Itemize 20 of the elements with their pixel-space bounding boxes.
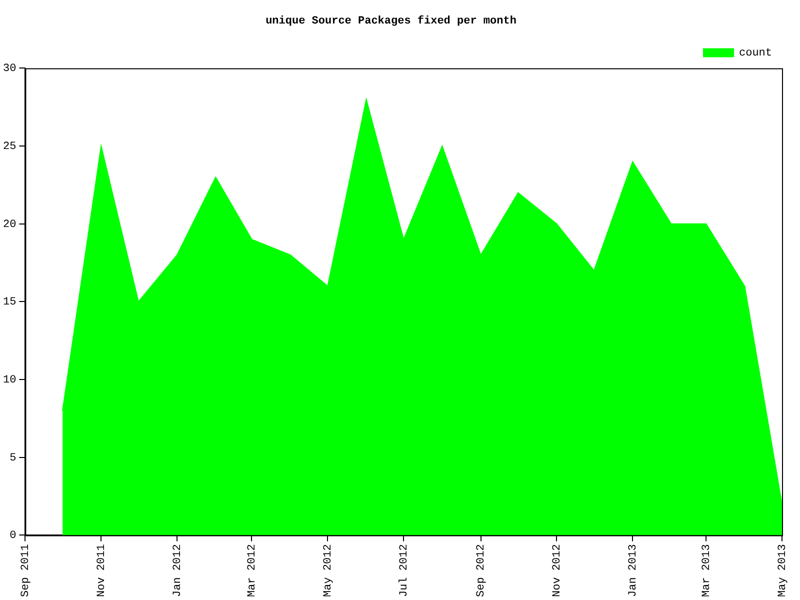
x-tick-label: Sep 2012 — [476, 544, 488, 598]
x-tick-label: Mar 2013 — [700, 544, 713, 598]
y-tick-label: 20 — [3, 218, 16, 231]
legend-label: count — [738, 48, 772, 60]
x-tick-label: Nov 2012 — [552, 544, 564, 598]
x-tick-label: Nov 2011 — [96, 544, 108, 598]
x-tick-label: May 2012 — [322, 544, 335, 598]
x-tick-label: Mar 2012 — [246, 544, 259, 598]
x-tick-label: Jul 2012 — [398, 544, 411, 598]
y-tick-label: 30 — [3, 63, 16, 76]
x-tick-label: Jan 2013 — [628, 544, 640, 598]
x-tick-label: May 2013 — [776, 544, 789, 598]
chart-title: unique Source Packages fixed per month — [266, 14, 516, 28]
x-tick-label: Jan 2012 — [172, 544, 184, 598]
y-tick-label: 25 — [3, 140, 16, 153]
y-tick-label: 5 — [10, 452, 16, 464]
y-tick-label: 10 — [3, 374, 16, 386]
y-tick-label: 15 — [3, 296, 16, 309]
x-tick-label: Sep 2011 — [20, 544, 32, 598]
y-tick-label: 0 — [10, 530, 16, 542]
